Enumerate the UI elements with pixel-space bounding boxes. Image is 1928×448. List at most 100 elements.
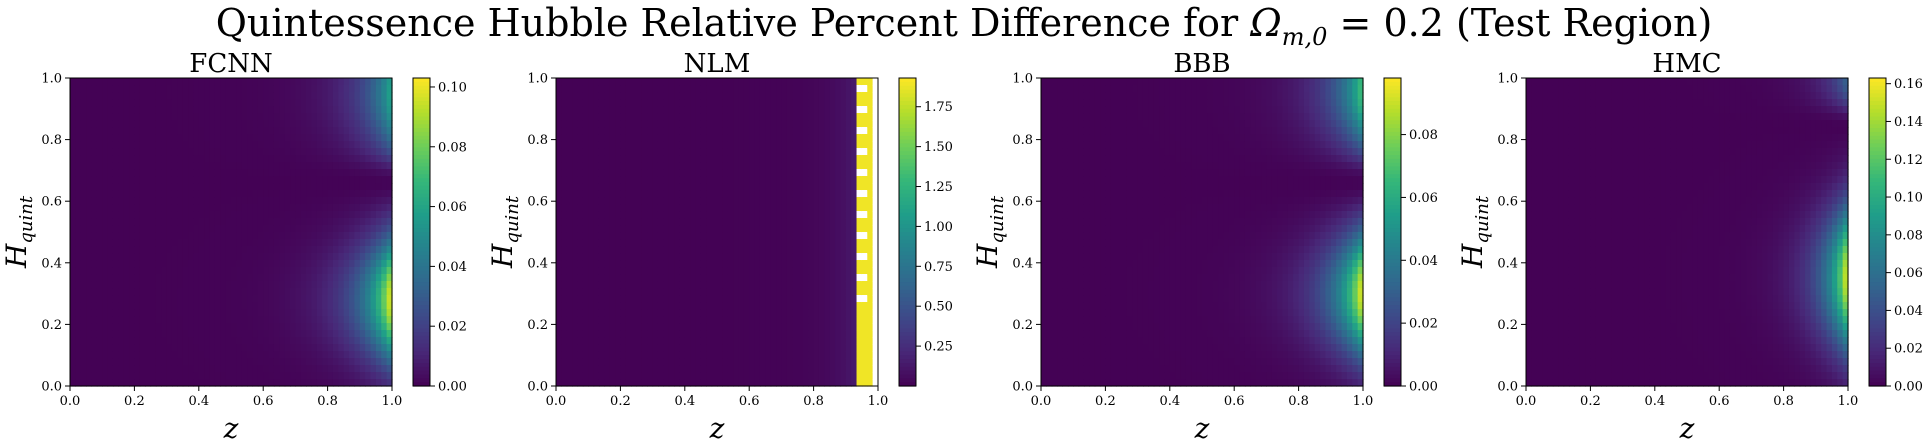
heatmap-cell xyxy=(733,148,740,156)
heatmap-cell xyxy=(738,281,745,289)
heatmap-cell xyxy=(668,330,675,338)
heatmap-cell xyxy=(582,351,589,359)
heatmap-cell xyxy=(754,344,761,352)
heatmap-cell xyxy=(593,281,600,289)
heatmap-cell xyxy=(381,92,388,100)
heatmap-cell xyxy=(290,379,296,387)
heatmap-cell xyxy=(647,92,654,100)
heatmap-cell xyxy=(145,323,152,331)
heatmap-cell xyxy=(225,225,232,233)
heatmap-cell xyxy=(386,113,393,121)
heatmap-cell xyxy=(792,162,799,170)
heatmap-cell xyxy=(118,197,125,205)
heatmap-cell xyxy=(700,344,707,352)
heatmap-cell xyxy=(674,134,681,142)
heatmap-cell xyxy=(561,85,568,93)
heatmap-cell xyxy=(150,127,157,135)
heatmap-cell xyxy=(556,246,562,254)
heatmap-cell xyxy=(139,358,146,366)
heatmap-cell xyxy=(204,323,211,331)
heatmap-cell xyxy=(566,351,573,359)
heatmap-cell xyxy=(284,281,291,289)
heatmap-cell xyxy=(733,246,740,254)
heatmap-cell xyxy=(86,134,93,142)
heatmap-cell xyxy=(177,253,184,261)
heatmap-cell xyxy=(75,127,82,135)
heatmap-cell xyxy=(727,211,734,219)
heatmap-cell xyxy=(129,344,135,352)
heatmap-cell xyxy=(765,183,772,191)
heatmap-cell xyxy=(161,85,168,93)
heatmap-cell xyxy=(257,78,264,86)
heatmap-cell xyxy=(615,337,621,345)
heatmap-cell xyxy=(802,211,809,219)
heatmap-cell xyxy=(349,120,356,128)
heatmap-cell xyxy=(155,372,162,380)
heatmap-cell xyxy=(155,267,162,275)
heatmap-cell xyxy=(123,330,130,338)
heatmap-cell xyxy=(91,218,98,226)
heatmap-cell xyxy=(776,246,782,254)
heatmap-cell xyxy=(641,148,648,156)
heatmap-cell xyxy=(743,365,750,373)
heatmap-cell xyxy=(674,176,681,184)
heatmap-cell xyxy=(214,288,221,296)
heatmap-cell xyxy=(652,274,659,282)
heatmap-cell xyxy=(609,309,616,317)
heatmap-cell xyxy=(717,379,723,387)
heatmap-cell xyxy=(188,183,195,191)
heatmap-cell xyxy=(711,225,718,233)
heatmap-cell xyxy=(70,204,76,212)
heatmap-cell xyxy=(204,211,211,219)
heatmap-cell xyxy=(268,365,275,373)
heatmap-cell xyxy=(290,155,296,163)
heatmap-cell xyxy=(155,323,162,331)
heatmap-cell xyxy=(123,309,130,317)
heatmap-cell xyxy=(198,218,205,226)
heatmap-cell xyxy=(802,197,809,205)
heatmap-cell xyxy=(722,155,729,163)
heatmap-cell xyxy=(679,225,686,233)
heatmap-cell xyxy=(695,302,702,310)
heatmap-cell xyxy=(349,267,356,275)
heatmap-cell xyxy=(96,113,103,121)
heatmap-cell xyxy=(636,113,643,121)
heatmap-cell xyxy=(273,225,280,233)
heatmap-cell xyxy=(161,260,168,268)
heatmap-cell xyxy=(225,323,232,331)
heatmap-cell xyxy=(657,351,664,359)
heatmap-cell xyxy=(290,281,296,289)
heatmap-cell xyxy=(375,113,382,121)
heatmap-cell xyxy=(268,260,275,268)
heatmap-cell xyxy=(263,337,270,345)
heatmap-cell xyxy=(86,330,93,338)
heatmap-cell xyxy=(615,246,621,254)
heatmap-cell xyxy=(695,99,702,107)
heatmap-cell xyxy=(749,78,756,86)
heatmap-cell xyxy=(231,309,237,317)
heatmap-cell xyxy=(155,106,162,114)
heatmap-cell xyxy=(818,239,825,247)
heatmap-cell xyxy=(754,232,761,240)
heatmap-cell xyxy=(112,330,119,338)
heatmap-cell xyxy=(332,134,339,142)
heatmap-cell xyxy=(91,225,98,233)
heatmap-cell xyxy=(290,106,296,114)
heatmap-cell xyxy=(247,141,254,149)
heatmap-cell xyxy=(80,253,87,261)
heatmap-cell xyxy=(577,155,584,163)
heatmap-cell xyxy=(231,134,237,142)
heatmap-cell xyxy=(609,281,616,289)
heatmap-cell xyxy=(770,85,777,93)
heatmap-cell xyxy=(145,92,152,100)
heatmap-cell xyxy=(566,323,573,331)
heatmap-cell xyxy=(343,176,350,184)
heatmap-cell xyxy=(759,169,766,177)
heatmap-cell xyxy=(652,176,659,184)
heatmap-cell xyxy=(663,309,670,317)
heatmap-cell xyxy=(615,358,621,366)
heatmap-cell xyxy=(717,365,723,373)
heatmap-cell xyxy=(679,316,686,324)
heatmap-cell xyxy=(749,239,756,247)
heatmap-cell xyxy=(327,204,334,212)
